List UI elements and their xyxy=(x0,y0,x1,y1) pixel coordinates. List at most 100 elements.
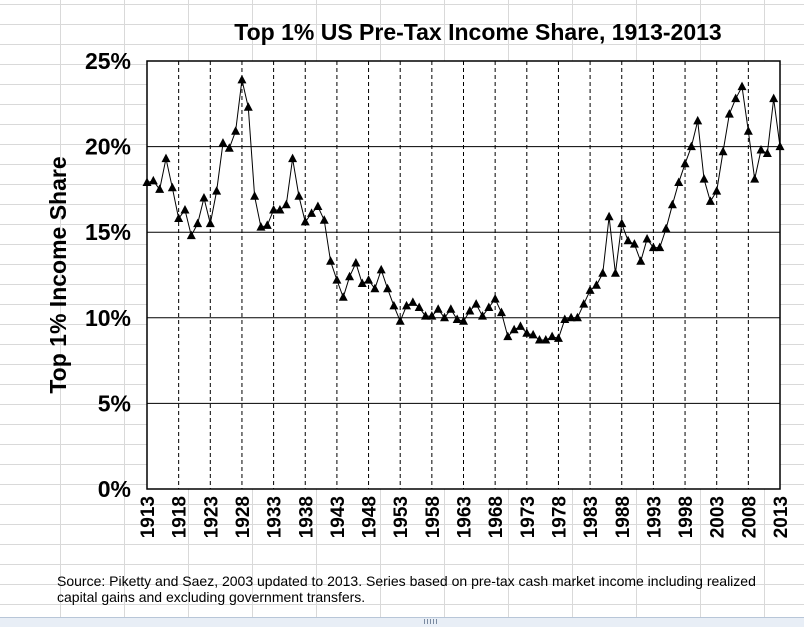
data-point xyxy=(389,300,399,310)
data-point xyxy=(579,299,589,308)
data-point xyxy=(351,258,361,267)
data-point xyxy=(686,141,696,151)
x-tick-label: 1998 xyxy=(676,496,697,538)
data-point xyxy=(769,93,779,103)
data-point xyxy=(636,256,646,265)
data-point xyxy=(680,158,690,168)
x-tick-label: 1993 xyxy=(644,496,665,538)
data-point xyxy=(617,218,627,228)
data-point xyxy=(427,311,437,320)
data-point xyxy=(604,211,614,221)
x-tick-label: 1968 xyxy=(486,496,507,538)
data-point xyxy=(484,302,494,312)
x-tick-label: 1948 xyxy=(360,496,381,538)
data-point xyxy=(465,305,475,315)
data-point-markers xyxy=(142,74,785,344)
data-point xyxy=(250,191,260,200)
data-point xyxy=(275,204,285,214)
x-tick-label: 1953 xyxy=(391,496,412,538)
data-point xyxy=(503,331,513,341)
data-point xyxy=(212,186,222,195)
data-point xyxy=(218,138,228,147)
chart-title: Top 1% US Pre-Tax Income Share, 1913-201… xyxy=(234,19,721,45)
source-footnote: Source: Piketty and Saez, 2003 updated t… xyxy=(57,573,756,605)
y-tick-label: 20% xyxy=(85,134,131,160)
data-point xyxy=(743,126,753,135)
data-point xyxy=(307,208,317,217)
data-point xyxy=(332,275,342,284)
x-tick-label: 1933 xyxy=(265,496,286,538)
x-tick-label: 1923 xyxy=(201,496,222,538)
x-tick-label: 1963 xyxy=(455,496,476,538)
data-point xyxy=(547,331,557,341)
data-point xyxy=(655,242,665,252)
data-point xyxy=(750,174,760,183)
x-tick-label: 1958 xyxy=(423,496,444,538)
data-point xyxy=(376,264,386,274)
data-point xyxy=(610,268,620,277)
data-point xyxy=(459,316,468,325)
data-point xyxy=(496,307,506,317)
data-point xyxy=(288,153,298,163)
data-point xyxy=(572,312,582,322)
data-point xyxy=(623,235,633,245)
data-point xyxy=(440,312,450,322)
x-tick-label: 1913 xyxy=(138,496,159,538)
x-tick-label: 1983 xyxy=(581,496,602,538)
y-tick-label: 10% xyxy=(85,305,131,331)
data-point xyxy=(408,297,418,306)
data-point xyxy=(699,174,709,183)
data-point xyxy=(724,109,734,118)
data-point xyxy=(553,333,563,342)
vertical-gridlines xyxy=(178,61,749,489)
y-axis-label: Top 1% Income Share xyxy=(45,156,71,393)
x-tick-label: 2008 xyxy=(739,496,760,538)
data-point xyxy=(756,145,766,154)
data-point xyxy=(300,216,310,226)
data-point xyxy=(319,215,329,224)
data-point xyxy=(585,285,595,294)
data-point xyxy=(490,293,500,303)
data-point xyxy=(731,93,741,103)
x-tick-label: 1973 xyxy=(518,496,539,538)
x-tick-label: 1943 xyxy=(328,496,349,538)
data-point xyxy=(762,148,772,157)
data-point xyxy=(174,213,184,223)
data-point xyxy=(648,242,658,252)
data-point xyxy=(642,234,652,243)
scrollbar-grip-icon[interactable] xyxy=(424,619,438,624)
data-point xyxy=(693,115,703,125)
data-point xyxy=(231,126,241,135)
data-point xyxy=(509,324,519,334)
data-point xyxy=(345,271,355,281)
data-point xyxy=(515,321,525,330)
data-point xyxy=(269,204,279,214)
data-point xyxy=(262,220,272,229)
data-point xyxy=(591,280,601,289)
data-point xyxy=(522,328,532,337)
data-point xyxy=(598,268,608,277)
data-point xyxy=(402,300,412,310)
data-point xyxy=(205,218,215,228)
data-point xyxy=(313,201,323,211)
data-point xyxy=(199,192,209,202)
data-point xyxy=(421,311,431,320)
data-point xyxy=(528,329,538,339)
data-point xyxy=(674,177,684,187)
data-point xyxy=(167,182,177,192)
data-point xyxy=(186,230,196,240)
x-tick-label: 1978 xyxy=(549,496,570,538)
y-tick-label: 25% xyxy=(85,48,131,74)
x-tick-label: 1918 xyxy=(170,496,191,538)
data-point xyxy=(364,275,374,284)
data-point xyxy=(414,302,424,312)
horizontal-scrollbar[interactable] xyxy=(0,617,804,627)
x-tick-labels: 1913 1918 1923 1928 1933 1938 1943 1948 1953 1958… xyxy=(138,496,792,538)
x-tick-label: 2013 xyxy=(771,496,792,538)
data-point xyxy=(180,204,190,214)
data-point xyxy=(629,239,639,248)
data-point xyxy=(477,311,487,320)
data-point xyxy=(193,218,203,228)
data-point xyxy=(243,102,253,111)
